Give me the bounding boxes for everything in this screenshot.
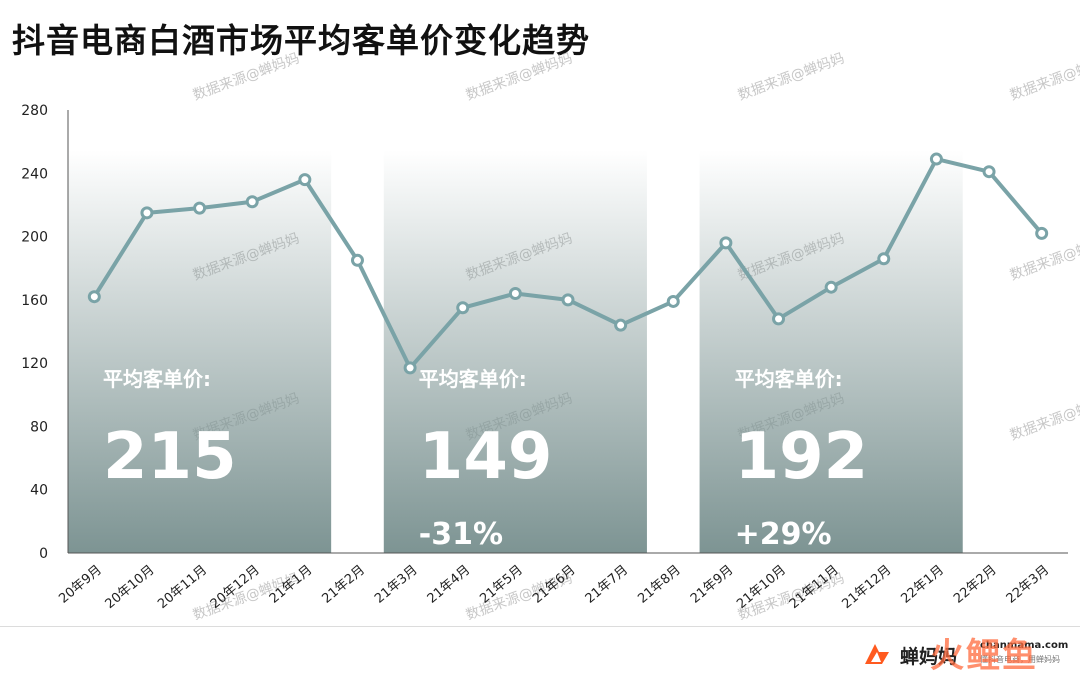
x-tick-label: 21年2月 bbox=[319, 563, 368, 607]
y-tick-label: 40 bbox=[30, 483, 48, 499]
data-point bbox=[772, 312, 786, 326]
panel-value: 215 bbox=[103, 420, 237, 494]
data-point bbox=[350, 253, 364, 267]
panel-change: +29% bbox=[735, 517, 832, 552]
chanmama-logo-icon bbox=[865, 644, 889, 664]
watermark-text: 数据来源@蝉妈妈 bbox=[1008, 50, 1080, 103]
x-tick-label: 21年3月 bbox=[372, 563, 421, 607]
data-point bbox=[929, 152, 943, 166]
x-tick-label: 22年1月 bbox=[898, 563, 947, 607]
data-point bbox=[403, 361, 417, 375]
panel-value: 192 bbox=[735, 420, 869, 494]
y-tick-label: 120 bbox=[21, 356, 48, 372]
x-tick-label: 21年12月 bbox=[839, 563, 894, 612]
data-point bbox=[719, 236, 733, 250]
panel-change: -31% bbox=[419, 517, 503, 552]
data-point bbox=[877, 252, 891, 266]
data-point bbox=[561, 293, 575, 307]
data-point bbox=[508, 287, 522, 301]
data-point bbox=[87, 290, 101, 304]
y-tick-label: 0 bbox=[39, 546, 48, 562]
y-tick-label: 280 bbox=[21, 103, 48, 119]
panel-label: 平均客单价: bbox=[103, 367, 211, 391]
highlight-panel bbox=[68, 150, 332, 553]
data-point bbox=[824, 280, 838, 294]
x-tick-label: 22年2月 bbox=[951, 563, 1000, 607]
y-tick-label: 200 bbox=[21, 230, 48, 246]
x-tick-label: 21年4月 bbox=[425, 563, 474, 607]
y-tick-label: 160 bbox=[21, 293, 48, 309]
watermark-text: 数据来源@蝉妈妈 bbox=[1008, 390, 1080, 443]
footer-divider bbox=[0, 626, 1080, 627]
data-point bbox=[456, 301, 470, 315]
price-trend-chart: 数据来源@蝉妈妈 数据来源@蝉妈妈 数据来源@蝉妈妈 数据来源@蝉妈妈数据来源@蝉妈妈… bbox=[21, 50, 1080, 620]
x-tick-label: 20年9月 bbox=[56, 563, 105, 607]
brand-url: chanmama.com bbox=[980, 640, 1069, 651]
data-point bbox=[1035, 226, 1049, 240]
highlight-panel bbox=[383, 150, 647, 553]
y-tick-label: 80 bbox=[30, 419, 48, 435]
watermark-text: 数据来源@蝉妈妈 bbox=[464, 50, 575, 103]
data-point bbox=[666, 294, 680, 308]
watermark-text: 数据来源@蝉妈妈 bbox=[736, 50, 847, 103]
x-tick-label: 21年8月 bbox=[635, 563, 684, 607]
panel-label: 平均客单价: bbox=[419, 367, 527, 391]
highlight-panel bbox=[699, 150, 963, 553]
brand-slogan: 懂抖音电商，用蝉妈妈 bbox=[980, 655, 1060, 664]
page-title: 抖音电商白酒市场平均客单价变化趋势 bbox=[12, 21, 590, 60]
x-tick-label: 22年3月 bbox=[1004, 563, 1053, 607]
x-tick-label: 21年7月 bbox=[583, 563, 632, 607]
watermark-text: 数据来源@蝉妈妈 bbox=[191, 50, 302, 103]
data-point bbox=[298, 173, 312, 187]
data-point bbox=[614, 318, 628, 332]
brand-logo: 蝉妈妈 chanmama.com 懂抖音电商，用蝉妈妈 bbox=[862, 636, 1072, 672]
panel-label: 平均客单价: bbox=[735, 367, 843, 391]
x-tick-label: 21年9月 bbox=[688, 563, 737, 607]
data-point bbox=[245, 195, 259, 209]
data-point bbox=[193, 201, 207, 215]
overlay-logo: 火鲤鱼 bbox=[930, 636, 1038, 676]
data-point bbox=[982, 165, 996, 179]
brand-name: 蝉妈妈 bbox=[900, 646, 958, 668]
data-point bbox=[140, 206, 154, 220]
y-tick-label: 240 bbox=[21, 166, 48, 182]
panel-value: 149 bbox=[419, 420, 553, 494]
x-tick-label: 20年10月 bbox=[103, 563, 158, 612]
